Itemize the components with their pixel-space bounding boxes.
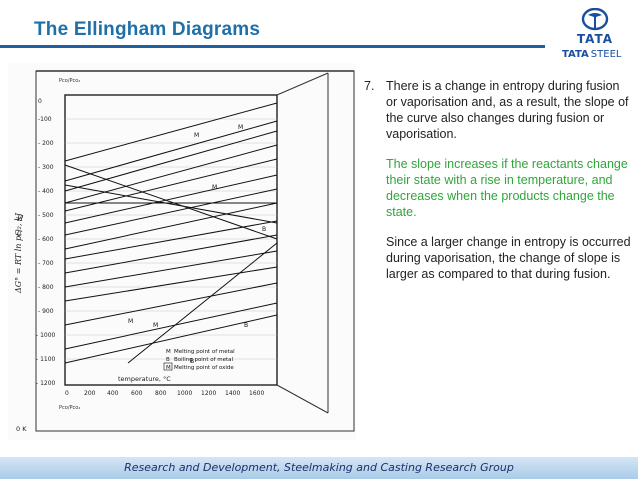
melting-marker: M <box>212 184 217 191</box>
boiling-marker: B <box>244 322 248 329</box>
ellingham-diagram: 0 -100 - 200 - 300 - 400 - 500 - 600 - 7… <box>8 63 356 440</box>
y-axis-label: ΔG° = RT ln pO₂, kJ <box>14 212 23 294</box>
melting-marker: M <box>128 318 133 325</box>
melting-marker: M <box>153 322 158 329</box>
legend-text: Melting point of metal <box>174 349 235 355</box>
y-tick-label: - 800 <box>38 284 54 291</box>
page-title: The Ellingham Diagrams <box>34 19 261 40</box>
x-tick-label: 400 <box>107 390 119 397</box>
y-tick-label: - 700 <box>38 260 54 267</box>
green-paragraph: The slope increases if the reactants cha… <box>386 157 628 219</box>
logo-wordmark-bottom: TATA STEEL <box>562 49 636 60</box>
x-tick-label: 1600 <box>249 390 264 397</box>
y-tick-label: - 1200 <box>36 380 56 387</box>
legend-text: Boiling point of metal <box>174 357 234 363</box>
left-mark-c: C <box>17 230 23 238</box>
legend-symbol: M <box>166 349 171 355</box>
point-text: There is a change in entropy during fusi… <box>386 79 629 141</box>
bottom-ratio-label: Pco/Pco₂ <box>59 405 80 411</box>
y-tick-label: - 1100 <box>36 356 56 363</box>
x-tick-label: 1000 <box>177 390 192 397</box>
legend-symbol: B <box>166 357 170 363</box>
dark-paragraph: Since a larger change in entropy is occu… <box>386 235 631 281</box>
y-tick-label: -100 <box>38 116 52 123</box>
boiling-marker: B <box>262 226 266 233</box>
x-ticks: 0 200 400 600 800 1000 1200 1400 1600 <box>65 390 264 397</box>
point-seven: 7. There is a change in entropy during f… <box>364 78 632 142</box>
logo-wordmark-tata: TATA <box>562 49 589 60</box>
x-tick-label: 1400 <box>225 390 240 397</box>
footer-text: Research and Development, Steelmaking an… <box>124 461 514 474</box>
oxide-lines <box>64 102 278 364</box>
tata-steel-logo: TATA TATA STEEL <box>558 8 632 64</box>
melting-marker: M <box>238 124 243 131</box>
x-tick-label: 0 <box>65 390 69 397</box>
logo-wordmark-top: TATA <box>576 32 614 46</box>
logo-wordmark-steel: STEEL <box>590 49 622 60</box>
melting-marker: M <box>194 132 199 139</box>
zero-k-label: 0 K <box>16 425 27 433</box>
y-tick-label: - 300 <box>38 164 54 171</box>
footer-band <box>0 457 638 479</box>
top-ratio-label: Pco/Pco₂ <box>59 78 80 84</box>
x-tick-label: 600 <box>131 390 143 397</box>
left-mark-h: H <box>16 215 24 223</box>
y-tick-label: 0 <box>38 98 42 105</box>
y-ticks: 0 -100 - 200 - 300 - 400 - 500 - 600 - 7… <box>36 98 56 387</box>
x-tick-label: 800 <box>155 390 167 397</box>
y-tick-label: - 400 <box>38 188 54 195</box>
ellingham-diagram-svg: 0 -100 - 200 - 300 - 400 - 500 - 600 - 7… <box>14 70 355 433</box>
x-axis-label: temperature, °C <box>118 375 171 383</box>
legend-symbol: M <box>166 365 171 371</box>
x-tick-label: 1200 <box>201 390 216 397</box>
diagram-legend: M Melting point of metal B Boiling point… <box>163 349 235 371</box>
y-tick-label: - 500 <box>38 212 54 219</box>
y-tick-label: - 600 <box>38 236 54 243</box>
phase-markers: M M M M M B B B <box>128 124 266 365</box>
x-tick-label: 200 <box>84 390 96 397</box>
legend-box <box>163 362 173 371</box>
y-tick-label: - 900 <box>38 308 54 315</box>
boiling-marker: B <box>190 358 194 365</box>
title-divider <box>0 45 545 48</box>
point-number: 7. <box>364 79 375 93</box>
y-tick-label: - 200 <box>38 140 54 147</box>
y-tick-label: - 1000 <box>36 332 56 339</box>
tata-emblem-icon <box>581 8 609 31</box>
legend-text: Melting point of oxide <box>174 365 234 371</box>
slide-text: 7. There is a change in entropy during f… <box>364 78 632 282</box>
